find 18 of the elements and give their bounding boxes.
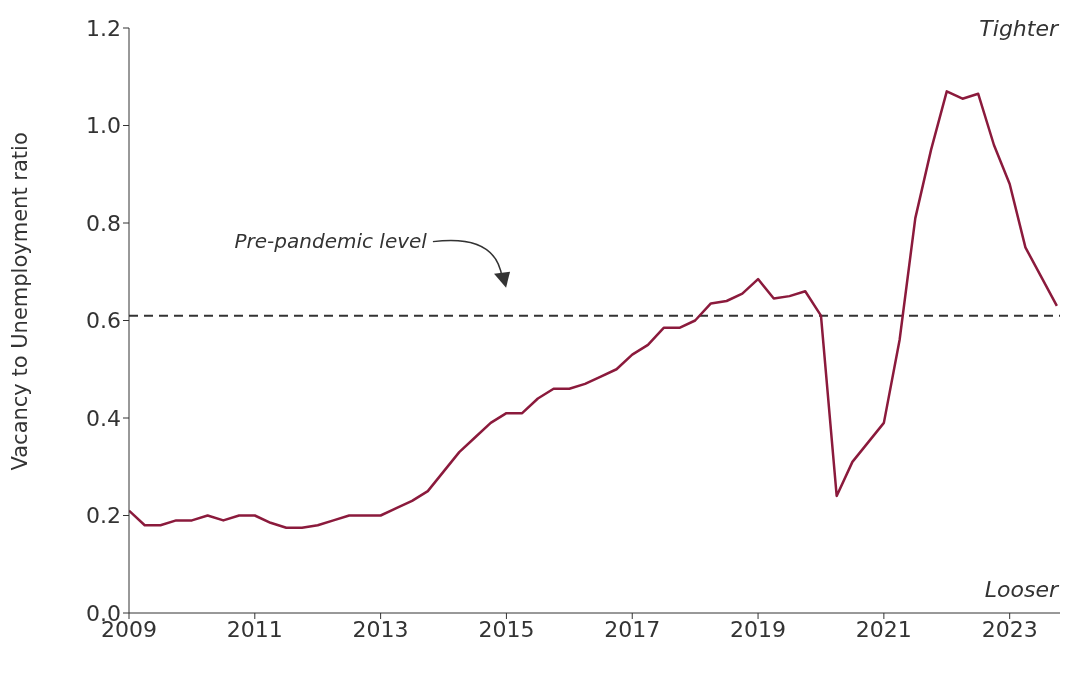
annotation: Looser — [984, 577, 1058, 602]
x-tick-label: 2011 — [226, 616, 283, 642]
x-tick-label: 2013 — [352, 616, 409, 642]
annotation: Tighter — [979, 16, 1058, 41]
x-tick-label: 2017 — [604, 616, 661, 642]
x-tick-label: 2023 — [981, 616, 1038, 642]
x-tick-label: 2019 — [730, 616, 787, 642]
ref-line-label: Pre-pandemic level — [234, 228, 428, 253]
y-tick-label: 0.2 — [86, 503, 121, 529]
y-tick-label: 0.4 — [86, 405, 121, 431]
y-tick-label: 0.8 — [86, 210, 121, 236]
y-axis-title: Vacancy to Unemployment ratio — [8, 132, 33, 471]
x-tick-label: 2021 — [855, 616, 912, 642]
y-tick-label: 1.2 — [86, 15, 121, 41]
y-tick-label: 0.6 — [86, 308, 121, 334]
y-tick-label: 1.0 — [86, 113, 121, 139]
line-series — [129, 90, 1059, 529]
x-tick-label: 2015 — [478, 616, 535, 642]
